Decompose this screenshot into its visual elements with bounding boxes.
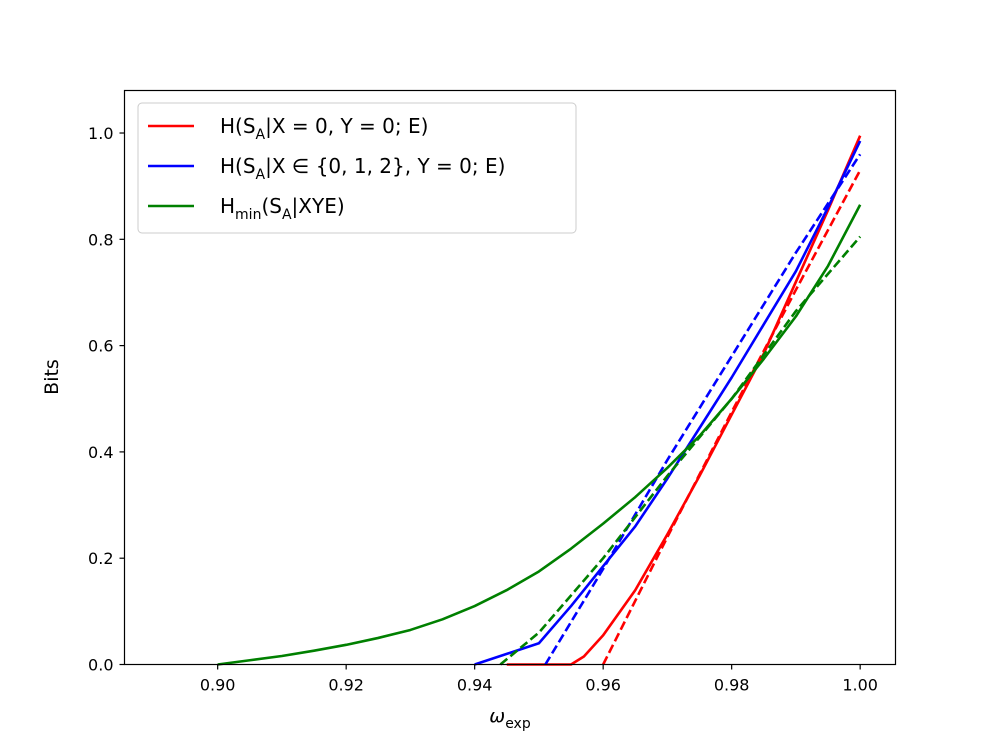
x-axis-label: ωexp xyxy=(489,705,531,732)
legend-entry-label: Hmin(SA|XYE) xyxy=(220,194,345,223)
series-layer xyxy=(217,135,862,666)
x-tick-label: 0.90 xyxy=(200,676,236,695)
legend-box xyxy=(137,102,577,234)
x-tick-label: 0.94 xyxy=(457,676,493,695)
series-red-solid-line xyxy=(506,135,862,666)
x-tick-label: 0.96 xyxy=(585,676,621,695)
y-tick-label: 0.6 xyxy=(88,337,113,356)
series-red-dashed-line xyxy=(601,169,862,666)
series-green-dashed-line xyxy=(499,235,862,666)
x-axis: 0.90 0.92 0.94 0.96 0.98 1.00 xyxy=(200,664,878,695)
y-tick-label: 0.8 xyxy=(88,230,113,249)
legend-entry-label: H(SA|X = 0, Y = 0; E) xyxy=(220,114,428,143)
x-tick-label: 0.98 xyxy=(714,676,750,695)
legend: H(SA|X = 0, Y = 0; E) H(SA|X ∈ {0, 1, 2},… xyxy=(137,102,577,234)
y-tick-label: 0.0 xyxy=(88,656,113,675)
x-tick-label: 0.92 xyxy=(328,676,364,695)
y-tick-label: 0.2 xyxy=(88,549,113,568)
series-green-solid-line xyxy=(217,204,862,666)
x-tick-label: 1.00 xyxy=(842,676,878,695)
series-blue-dashed-line xyxy=(544,153,862,666)
legend-entry-label: H(SA|X ∈ {0, 1, 2}, Y = 0; E) xyxy=(220,154,505,183)
y-axis-label: Bits xyxy=(41,359,63,395)
y-tick-label: 1.0 xyxy=(88,124,113,143)
y-axis: 0.0 0.2 0.4 0.6 0.8 1.0 xyxy=(88,124,125,675)
plot-frame xyxy=(123,89,897,666)
y-tick-label: 0.4 xyxy=(88,443,113,462)
